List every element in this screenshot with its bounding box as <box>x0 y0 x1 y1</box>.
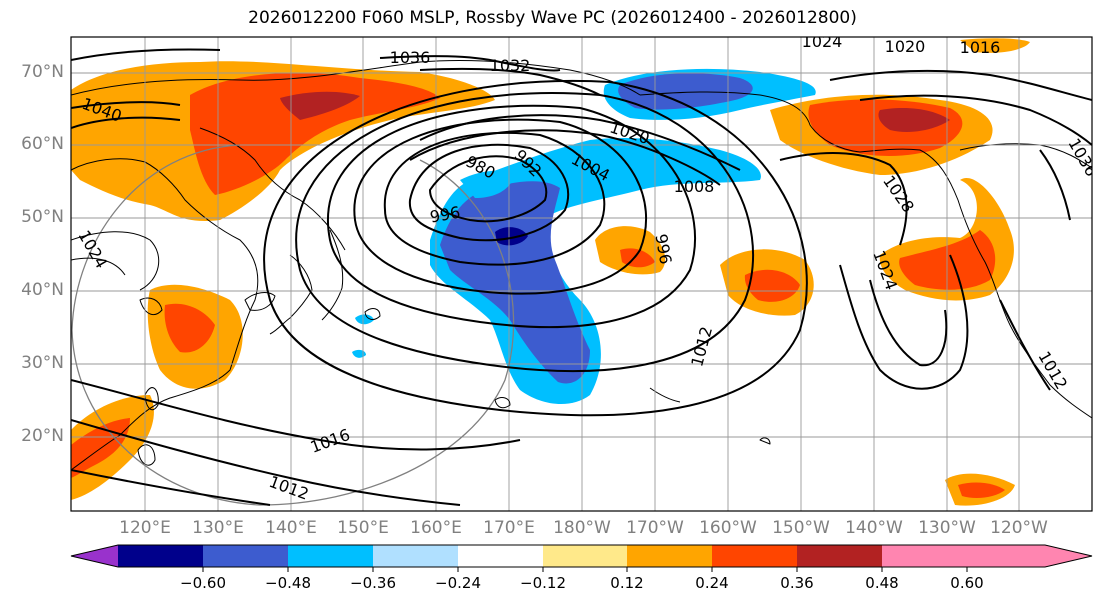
reference-circle <box>71 144 515 506</box>
colorbar-tick-label: 0.48 <box>865 574 899 592</box>
fleck-2 <box>352 349 366 358</box>
colorbar-bin <box>543 545 627 567</box>
japan-red <box>164 303 215 353</box>
lat-label: 20°N <box>21 426 64 446</box>
lat-label: 60°N <box>21 134 64 154</box>
kuroshio-navy <box>495 227 528 246</box>
mslp-thin-isobars <box>71 231 511 409</box>
map-area: 1036 1032 1024 1020 1016 1040 1020 1004 … <box>71 32 1092 511</box>
colorbar-tick-label: −0.48 <box>265 574 311 592</box>
kuroshio-blue <box>440 181 590 384</box>
colorbar-bin <box>118 545 203 567</box>
asia-darkred <box>280 91 360 120</box>
colorbar-extend-high <box>967 545 1092 567</box>
lon-label: 130°W <box>918 518 976 538</box>
lat-label: 70°N <box>21 62 64 82</box>
colorbar-bin <box>373 545 458 567</box>
isobar-label: 1008 <box>674 177 715 196</box>
asia-red <box>190 72 440 195</box>
colorbar-tick-label: −0.12 <box>520 574 566 592</box>
lon-label: 170°W <box>626 518 684 538</box>
colorbar-tick-label: −0.60 <box>180 574 226 592</box>
colorbar-extend-low <box>71 545 118 567</box>
colorbar-tick-label: 0.24 <box>695 574 729 592</box>
nw-corner-orange <box>960 38 1030 53</box>
lon-label: 120°W <box>990 518 1048 538</box>
okhotsk-sky <box>460 170 515 198</box>
graticule <box>71 37 1092 511</box>
alaska-darkred <box>878 108 950 132</box>
colorbar-bin <box>712 545 797 567</box>
colorbar-bin <box>627 545 712 567</box>
lon-label: 180°W <box>553 518 611 538</box>
mslp-isobars <box>71 48 1092 506</box>
lat-label: 30°N <box>21 353 64 373</box>
colorbar-tick-label: −0.36 <box>350 574 396 592</box>
lon-label: 140°W <box>845 518 903 538</box>
colorbar-tick-label: 0.12 <box>610 574 644 592</box>
lat-label: 40°N <box>21 280 64 300</box>
lat-label: 50°N <box>21 207 64 227</box>
lon-label: 160°W <box>699 518 757 538</box>
colorbar-outline <box>70 544 1093 568</box>
isobar-label: 1024 <box>802 32 843 51</box>
map-title: 2026012200 F060 MSLP, Rossby Wave PC (20… <box>248 8 857 28</box>
colorbar <box>70 544 1093 572</box>
lon-label: 170°E <box>483 518 535 538</box>
colorbar-tick-label: −0.24 <box>435 574 481 592</box>
lon-label: 160°E <box>410 518 462 538</box>
colorbar-bin <box>882 545 967 567</box>
bering-blue <box>618 73 753 110</box>
lon-label: 130°E <box>192 518 244 538</box>
map-frame <box>70 36 1093 512</box>
lon-label: 120°E <box>119 518 171 538</box>
colorbar-tick-label: 0.36 <box>780 574 814 592</box>
fleck-1 <box>355 314 374 325</box>
isobar-label: 1036 <box>390 48 431 67</box>
tropics-red <box>958 482 1005 498</box>
colorbar-bin <box>797 545 882 567</box>
lon-label: 150°E <box>337 518 389 538</box>
colorbar-bin <box>458 545 543 567</box>
lon-label: 150°W <box>772 518 830 538</box>
colorbar-ticks <box>202 567 968 572</box>
colorbar-tick-label: 0.60 <box>950 574 984 592</box>
negative-anomaly-shading <box>352 68 816 405</box>
colorbar-bin <box>203 545 288 567</box>
isobar-label: 1020 <box>885 37 926 56</box>
coastlines <box>71 59 1092 471</box>
isobar-label: 1032 <box>490 56 531 75</box>
lon-label: 140°E <box>265 518 317 538</box>
isobar-label: 1016 <box>960 38 1001 57</box>
colorbar-bin <box>288 545 373 567</box>
pacific-red-b <box>744 269 800 302</box>
